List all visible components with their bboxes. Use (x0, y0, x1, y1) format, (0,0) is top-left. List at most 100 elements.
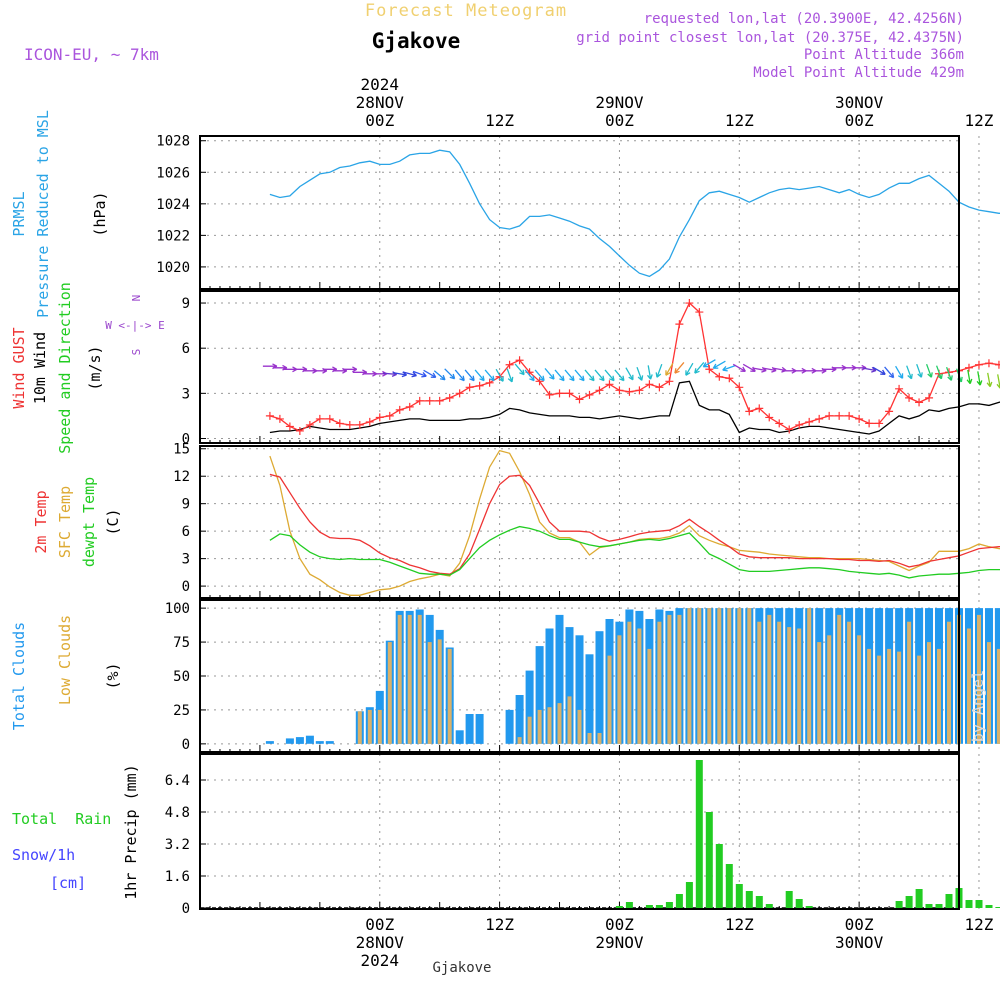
wind-direction-arrow (412, 370, 427, 378)
total-clouds-bar (295, 737, 304, 744)
low-clouds-bar (417, 614, 422, 744)
dewpt-temp-label: dewpt Temp (80, 477, 98, 567)
wind-direction-arrow (625, 367, 634, 381)
low-clouds-bar (996, 648, 1000, 744)
low-clouds-bar (817, 642, 822, 744)
precip-bar (915, 889, 923, 908)
wind-direction-arrow (674, 361, 685, 374)
wind-direction-arrow (906, 365, 913, 380)
low-clouds-bar (967, 628, 971, 744)
y-tick-label: 0 (182, 579, 190, 595)
low-clouds-bar (787, 627, 792, 744)
bottom-time-label: 00Z (845, 915, 874, 934)
wind-direction-arrow (524, 369, 535, 382)
low-clouds-bar (697, 608, 702, 744)
gust-point (585, 390, 594, 399)
wind-direction-arrow (544, 367, 555, 380)
low-clouds-bar (557, 703, 562, 744)
gust-point (725, 374, 734, 383)
gust-point (974, 360, 983, 369)
low-clouds-bar (527, 716, 532, 744)
precip-bar (655, 905, 663, 908)
low-clouds-bar (387, 642, 392, 744)
compass-south: S (130, 349, 143, 356)
low-clouds-bar (777, 621, 782, 744)
y-tick-label: 1024 (156, 197, 190, 213)
y-tick-label: 0 (182, 901, 190, 917)
y-tick-label: 75 (173, 635, 190, 651)
y-tick-label: 12 (173, 469, 190, 485)
low-clouds-bar (547, 707, 552, 744)
precip-bar (925, 904, 933, 908)
gust-point (465, 383, 474, 392)
gust-point (964, 363, 973, 372)
wind-speed-direction-label: Speed and Direction (56, 282, 74, 454)
low-clouds-bar (827, 635, 832, 744)
gust-point (755, 404, 764, 413)
top-time-label: 00Z (605, 111, 634, 130)
precip-bar (685, 882, 693, 908)
low-clouds-bar (747, 608, 752, 744)
panel-frame (199, 753, 960, 910)
precip-bar (615, 906, 623, 908)
wind-direction-arrow (594, 369, 605, 382)
precip-bar (695, 760, 703, 908)
wind-direction-arrow (925, 363, 933, 378)
pressure-line (269, 149, 1000, 278)
gust-point (815, 414, 824, 423)
wind-direction-arrow (732, 363, 746, 372)
footer-location: Gjakove (432, 960, 491, 976)
gust-point (405, 402, 414, 411)
gust-point (785, 425, 794, 434)
low-clouds-bar (437, 639, 442, 744)
low-clouds-bar (877, 655, 882, 744)
gust-point (845, 411, 854, 420)
location-title: Gjakove (372, 29, 461, 53)
wind-direction-arrow (655, 363, 663, 378)
low-clouds-bar (677, 614, 682, 744)
pressure-panel: 1020 1022 1024 1026 1028 (156, 134, 1000, 290)
wind-speed-line (269, 380, 1000, 435)
top-time-label: 12Z (965, 111, 994, 130)
panel-frame (199, 290, 960, 444)
gust-point (665, 377, 674, 386)
gust-point (675, 320, 684, 329)
low-clouds-bar (767, 614, 772, 744)
precip-bar (715, 844, 723, 908)
wind-direction-arrow (514, 363, 525, 376)
y-tick-label: 100 (165, 601, 190, 617)
precip-panel: 0 1.6 3.2 4.8 6.4 (165, 753, 1000, 917)
precip-bar (985, 905, 993, 908)
low-clouds-bar (377, 709, 382, 744)
precip-bar (705, 812, 713, 908)
wind-direction-arrow (976, 371, 983, 386)
precip-bar (625, 902, 633, 908)
gust-point (565, 389, 574, 398)
gust-point (795, 420, 804, 429)
grid-point-coords: grid point closest lon,lat (20.375E, 42.… (576, 30, 964, 46)
sfc-temp-label: SFC Temp (56, 486, 74, 558)
precip-bar (905, 896, 913, 908)
low-clouds-bar (597, 733, 602, 744)
gust-point (395, 405, 404, 414)
watermark: by Angel (969, 670, 987, 742)
low-clouds-bar (427, 642, 432, 744)
total-clouds-bar (515, 695, 524, 744)
wind-direction-arrow (685, 362, 694, 376)
percent-unit-label: (%) (104, 662, 122, 689)
compass-west-east: W <-|-> E (105, 319, 165, 332)
gust-point (515, 356, 524, 365)
wind-direction-arrow (604, 369, 615, 382)
total-clouds-bar (455, 730, 464, 744)
y-tick-label: 6 (182, 341, 190, 357)
low-clouds-bar (727, 608, 732, 744)
bottom-time-label: 29NOV (595, 933, 644, 952)
total-clouds-bar (535, 646, 544, 744)
low-clouds-bar (857, 635, 862, 744)
gust-point (695, 308, 704, 317)
gust-point (765, 413, 774, 422)
precip-bar (675, 894, 683, 908)
dewpt-temp-line (269, 525, 1000, 579)
